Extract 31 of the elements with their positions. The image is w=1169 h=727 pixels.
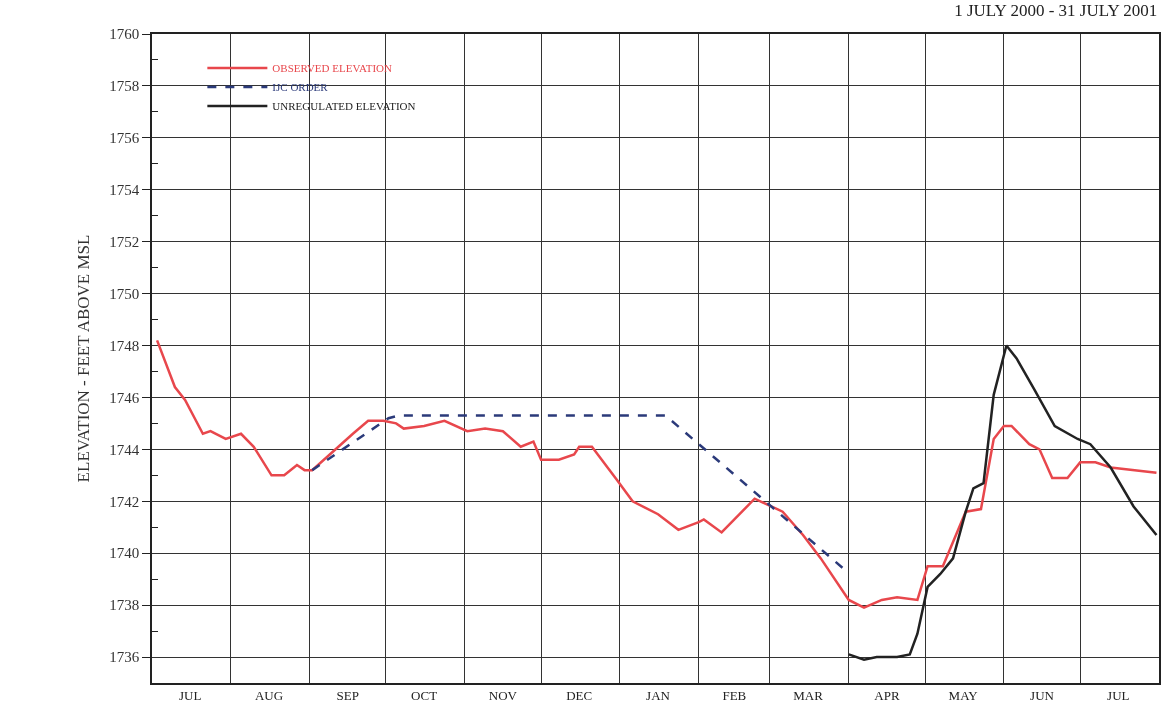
line-series (310, 414, 845, 571)
y-tick-label: 1752 (109, 233, 140, 250)
x-tick-label: AUG (254, 688, 284, 704)
x-tick-label: JUL (1107, 688, 1130, 704)
y-tick-label: 1736 (109, 649, 140, 666)
x-tick-label: MAY (948, 688, 979, 704)
chart-title: 1 JULY 2000 - 31 JULY 2001 (954, 0, 1158, 20)
x-tick-label: NOV (488, 688, 518, 704)
x-tick-label: SEP (336, 688, 360, 704)
y-tick-label: 1742 (109, 493, 140, 510)
y-tick-label: 1740 (109, 545, 140, 562)
x-tick-label: MAR (793, 688, 824, 704)
x-tick-label: JUN (1030, 688, 1055, 704)
x-tick-label: OCT (411, 688, 438, 704)
x-tick-label: APR (874, 688, 900, 704)
y-tick-label: 1756 (109, 130, 140, 147)
y-tick-label: 1758 (109, 78, 140, 95)
y-tick-label: 1746 (109, 389, 140, 406)
y-tick-label: 1738 (109, 597, 140, 614)
x-tick-label: FEB (722, 688, 747, 704)
y-tick-label: 1748 (109, 337, 140, 354)
line-series (847, 344, 1158, 661)
line-series (155, 339, 1158, 609)
x-tick-label: JUL (178, 688, 202, 704)
y-tick-label: 1760 (109, 26, 140, 43)
x-tick-label: DEC (566, 688, 593, 704)
y-tick-label: 1750 (109, 285, 140, 302)
y-tick-label: 1754 (109, 182, 140, 199)
x-tick-label: JAN (646, 688, 671, 704)
y-tick-label: 1744 (109, 441, 140, 458)
y-axis-title: ELEVATION - FEET ABOVE MSL (74, 234, 94, 483)
